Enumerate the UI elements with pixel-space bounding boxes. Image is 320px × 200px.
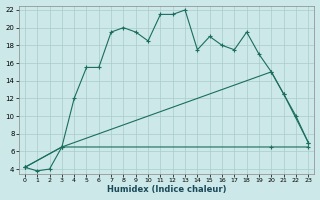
X-axis label: Humidex (Indice chaleur): Humidex (Indice chaleur)	[107, 185, 226, 194]
